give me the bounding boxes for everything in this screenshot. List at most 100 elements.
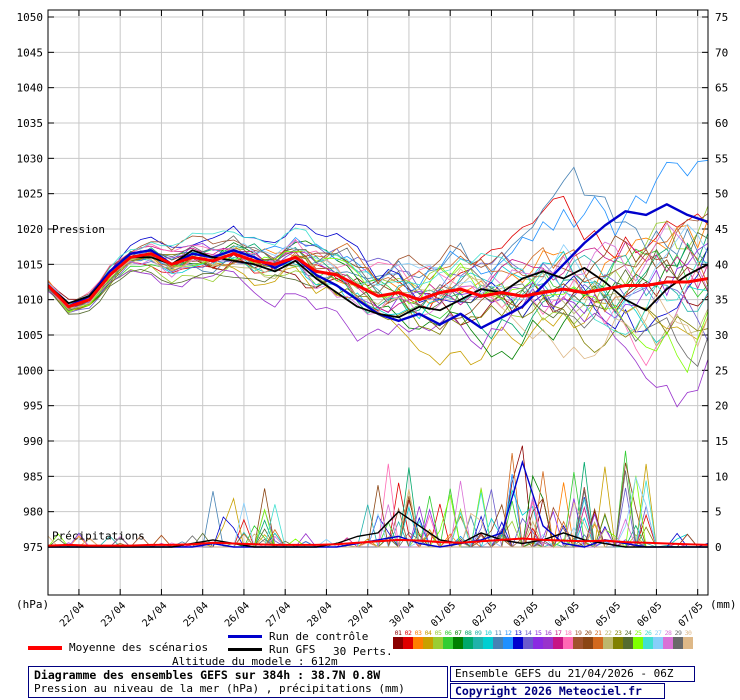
perturbation-color-swatch-icon <box>523 637 533 649</box>
perturbation-color-swatch-icon <box>483 637 493 649</box>
perturbation-number: 29 <box>674 629 682 637</box>
perturbation-number: 17 <box>554 629 562 637</box>
perturbation-color-swatch-icon <box>663 637 673 649</box>
perturbation-color-swatch-icon <box>493 637 503 649</box>
perturbation-number: 11 <box>494 629 502 637</box>
y-left-tick-label: 1030 <box>17 152 44 165</box>
perturbation-number: 25 <box>634 629 642 637</box>
perturbation-color-swatch-icon <box>533 637 543 649</box>
y-left-tick-label: 1005 <box>17 329 44 342</box>
x-tick-label: 23/04 <box>99 600 128 629</box>
y-right-tick-label: 30 <box>715 329 728 342</box>
y-right-tick-label: 65 <box>715 82 728 95</box>
perturbation-30: 30 <box>683 629 693 649</box>
x-tick-label: 05/05 <box>594 600 623 629</box>
run-info: Ensemble GEFS du 21/04/2026 - 06Z <box>450 666 695 682</box>
perturbation-12: 12 <box>503 629 513 649</box>
legend-label-control: Run de contrôle <box>269 630 369 643</box>
perturbation-number: 10 <box>484 629 492 637</box>
ensemble-members <box>48 160 708 549</box>
perturbation-color-swatch-icon <box>653 637 663 649</box>
x-tick-label: 02/05 <box>470 600 499 629</box>
perturbation-color-swatch-icon <box>403 637 413 649</box>
perturbations-count-label: 30 Perts. <box>333 645 393 658</box>
perturbation-color-swatch-icon <box>473 637 483 649</box>
perturbation-color-swatch-icon <box>623 637 633 649</box>
y-right-tick-label: 45 <box>715 223 728 236</box>
y-left-tick-label: 1020 <box>17 223 44 236</box>
perturbation-number: 04 <box>424 629 432 637</box>
main-series <box>48 203 708 548</box>
perturbation-27: 27 <box>653 629 663 649</box>
perturbation-18: 18 <box>563 629 573 649</box>
member-pressure-line <box>48 205 708 325</box>
x-tick-label: 25/04 <box>182 600 211 629</box>
perturbation-02: 02 <box>403 629 413 649</box>
perturbation-color-swatch-icon <box>393 637 403 649</box>
member-pressure-line <box>48 238 708 367</box>
y-right-tick-label: 25 <box>715 364 728 377</box>
perturbation-07: 07 <box>453 629 463 649</box>
perturbations-color-legend: 01 02 03 04 05 06 07 08 09 10 11 12 13 14 15 16 17 18 19 20… <box>393 629 693 649</box>
perturbation-color-swatch-icon <box>413 637 423 649</box>
y-right-tick-label: 50 <box>715 188 728 201</box>
perturbation-15: 15 <box>533 629 543 649</box>
perturbation-number: 21 <box>594 629 602 637</box>
perturbation-19: 19 <box>573 629 583 649</box>
perturbation-number: 15 <box>534 629 542 637</box>
y-left-tick-label: 980 <box>23 506 43 519</box>
perturbation-number: 09 <box>474 629 482 637</box>
legend-label-mean: Moyenne des scénarios <box>69 641 209 654</box>
perturbation-color-swatch-icon <box>433 637 443 649</box>
member-pressure-line <box>48 231 708 319</box>
member-pressure-line <box>48 160 708 305</box>
member-pressure-line <box>48 227 708 313</box>
gfs-pressure-line <box>48 249 708 319</box>
member-pressure-line <box>48 195 708 312</box>
perturbation-color-swatch-icon <box>633 637 643 649</box>
copyright: Copyright 2026 Meteociel.fr <box>450 683 665 699</box>
perturbation-number: 12 <box>504 629 512 637</box>
y-left-tick-label: 975 <box>23 541 43 554</box>
perturbation-22: 22 <box>603 629 613 649</box>
perturbation-03: 03 <box>413 629 423 649</box>
perturbation-color-swatch-icon <box>593 637 603 649</box>
perturbation-number: 16 <box>544 629 552 637</box>
perturbation-13: 13 <box>513 629 523 649</box>
y-left-tick-label: 1010 <box>17 294 44 307</box>
perturbation-10: 10 <box>483 629 493 649</box>
perturbation-number: 01 <box>394 629 402 637</box>
mean-pressure-line <box>48 252 708 309</box>
perturbation-number: 06 <box>444 629 452 637</box>
perturbation-number: 20 <box>584 629 592 637</box>
gfs-precip-line <box>48 510 708 548</box>
x-tick-label: 07/05 <box>677 600 706 629</box>
y-left-tick-label: 995 <box>23 400 43 413</box>
y-left-tick-label: 985 <box>23 470 43 483</box>
legend-item-mean: Moyenne des scénarios <box>28 641 208 654</box>
perturbation-23: 23 <box>613 629 623 649</box>
perturbation-number: 26 <box>644 629 652 637</box>
perturbation-29: 29 <box>673 629 683 649</box>
mean-line-swatch-icon <box>28 645 62 650</box>
x-tick-label: 27/04 <box>264 600 293 629</box>
model-altitude: Altitude du modele : 612m <box>172 655 338 668</box>
y-right-tick-label: 15 <box>715 435 728 448</box>
perturbation-24: 24 <box>623 629 633 649</box>
y-right-tick-label: 20 <box>715 400 728 413</box>
x-tick-label: 28/04 <box>305 600 334 629</box>
y-right-tick-label: 75 <box>715 11 728 24</box>
perturbation-11: 11 <box>493 629 503 649</box>
y-right-tick-label: 40 <box>715 258 728 271</box>
perturbation-color-swatch-icon <box>503 637 513 649</box>
perturbation-01: 01 <box>393 629 403 649</box>
plot-frame <box>47 9 709 596</box>
perturbation-08: 08 <box>463 629 473 649</box>
perturbation-16: 16 <box>543 629 553 649</box>
y-left-tick-label: 990 <box>23 435 43 448</box>
perturbation-25: 25 <box>633 629 643 649</box>
perturbation-color-swatch-icon <box>513 637 523 649</box>
member-pressure-line <box>48 269 708 408</box>
y-right-tick-label: 55 <box>715 152 728 165</box>
